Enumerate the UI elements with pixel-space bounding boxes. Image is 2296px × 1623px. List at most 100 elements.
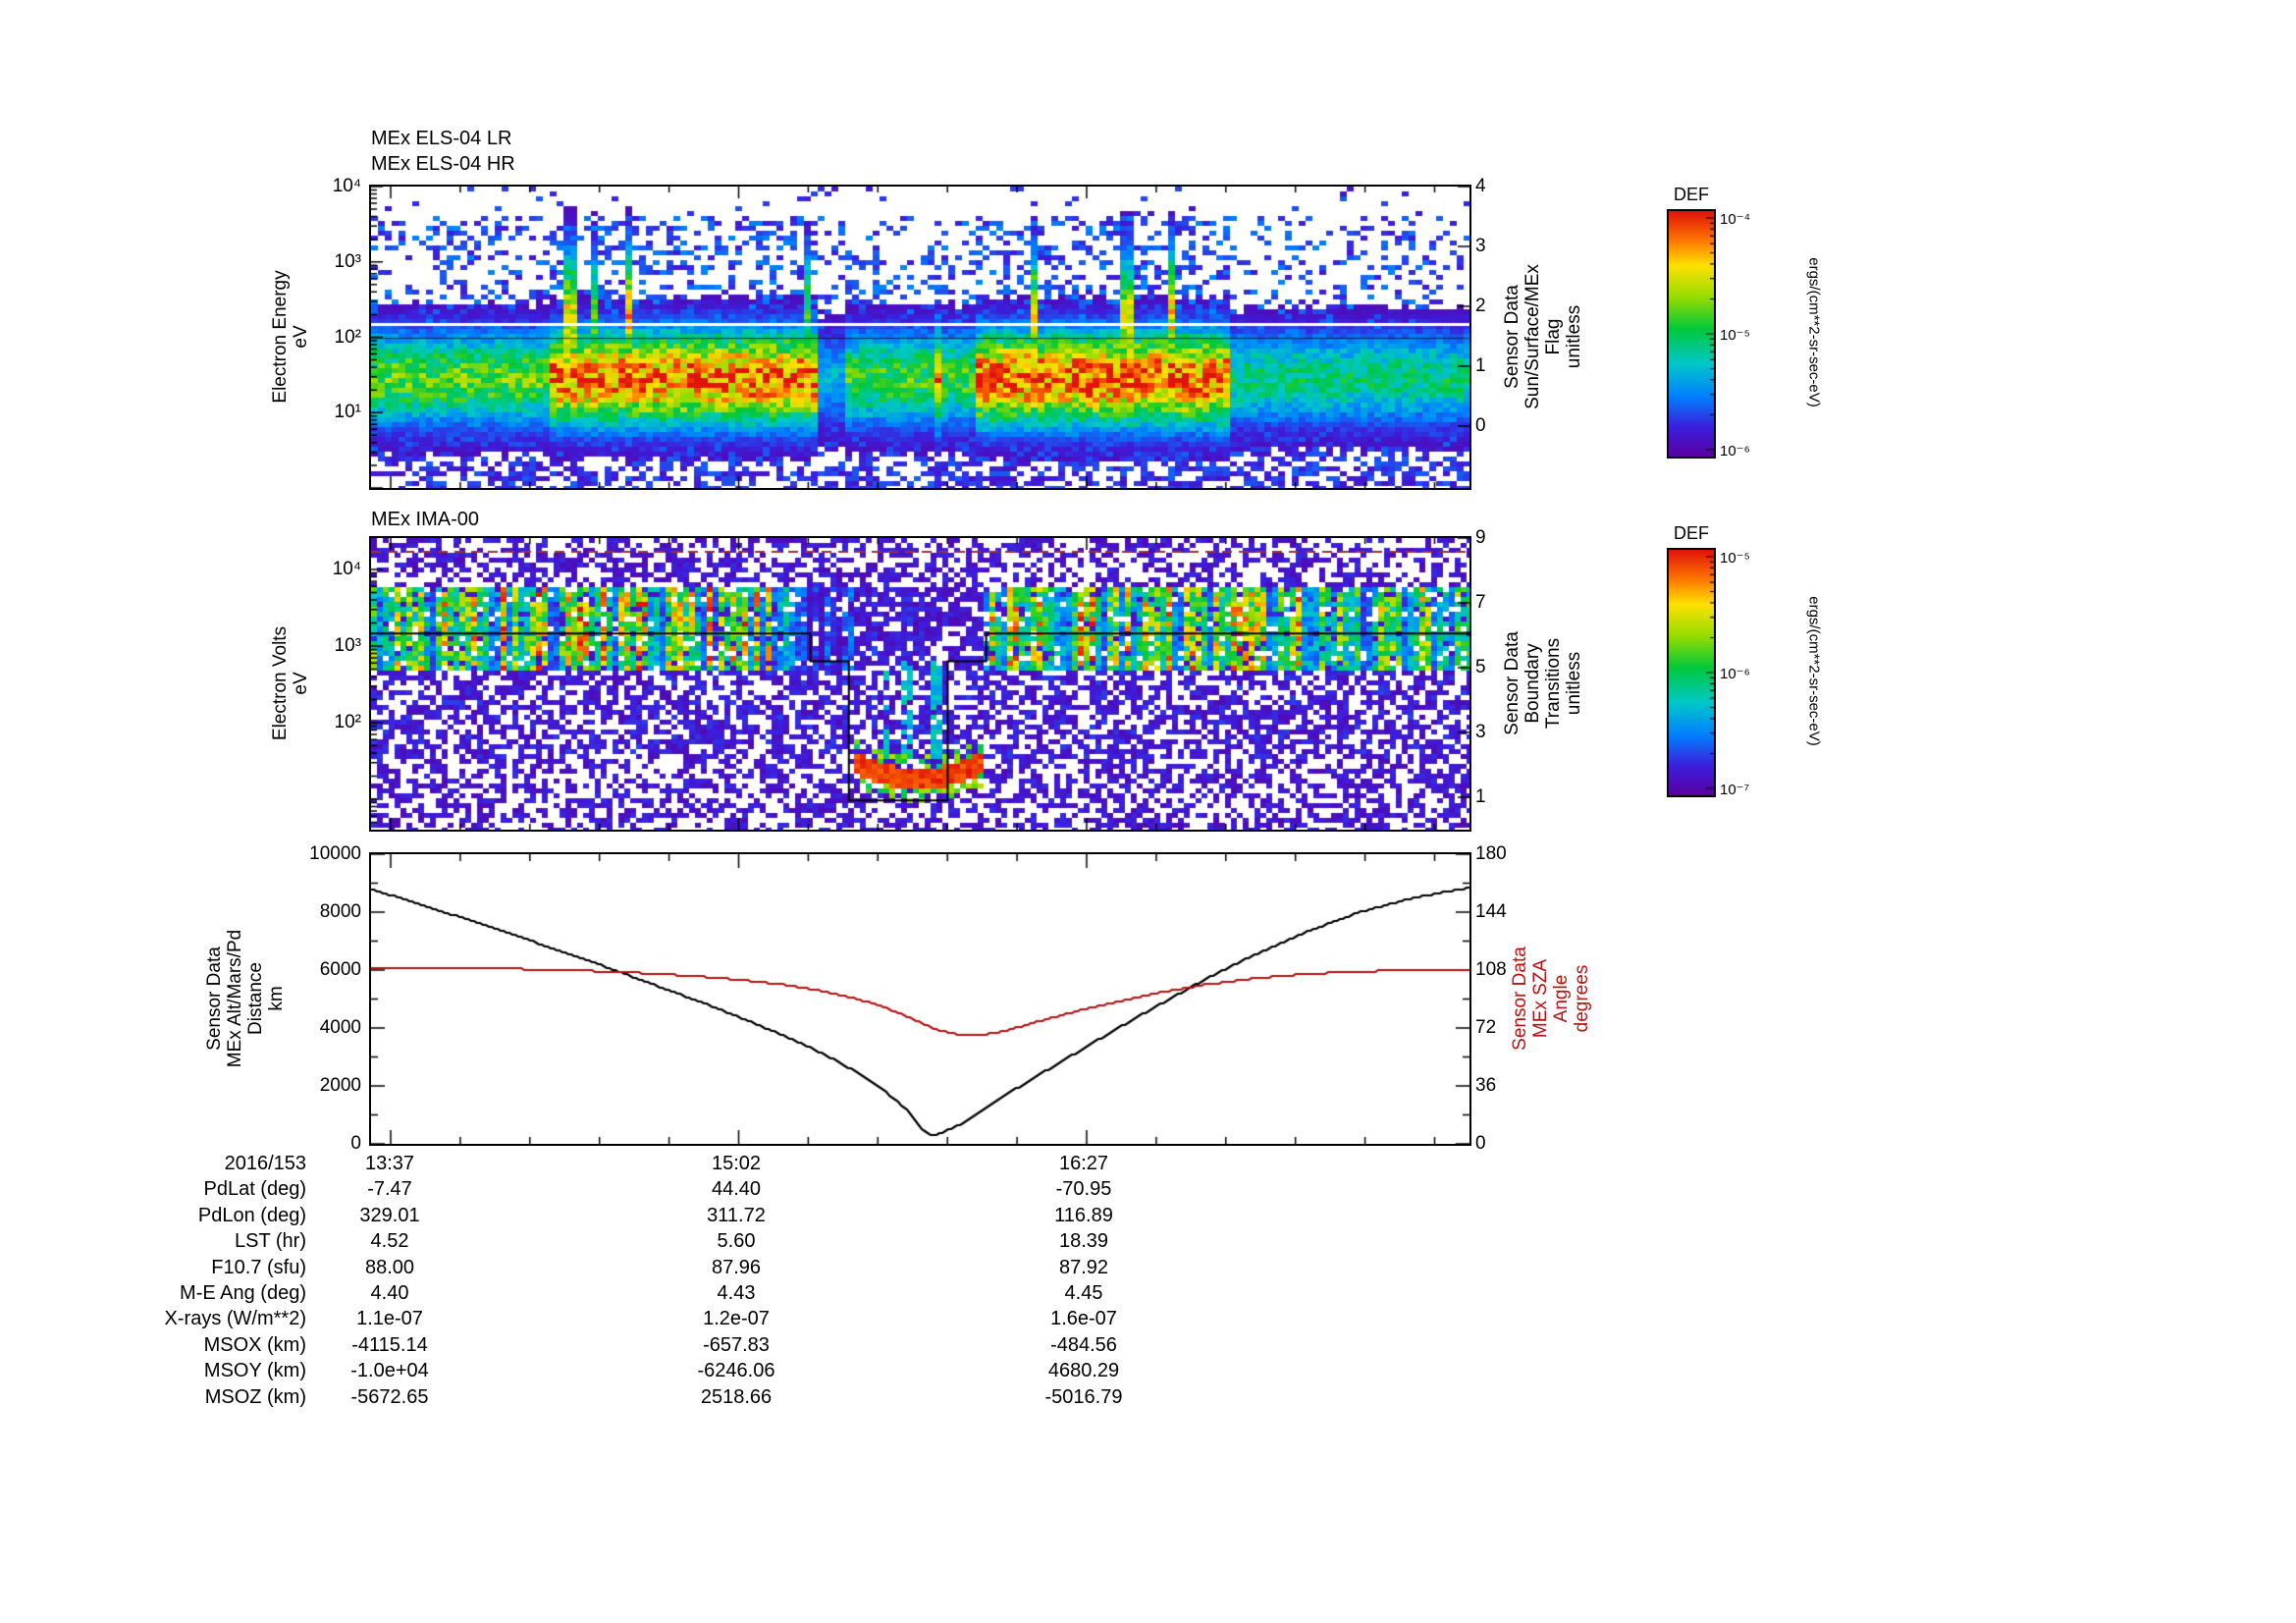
table-cell: 1.1e-07 (356, 1308, 423, 1330)
table-cell: 4.52 (370, 1230, 409, 1253)
orbit-line-canvas (371, 854, 1469, 1144)
table-cell: 2518.66 (700, 1385, 773, 1408)
els-right-tick-label: 3 (1475, 236, 1486, 256)
ima-yaxis-title-line: Electron Volts (270, 625, 291, 741)
table-cell: 4680.29 (1047, 1360, 1120, 1382)
ima-yaxis-title-line: eV (291, 672, 311, 695)
ima-right-tick-label: 7 (1475, 592, 1486, 613)
orbit-right-axis-title-line: Angle (1551, 974, 1572, 1023)
ima-colorbar-tick-label: 10⁻⁶ (1720, 666, 1750, 682)
els-title-lr: MEx ELS-04 LR (371, 128, 512, 149)
table-row-label: MSOX (km) (203, 1333, 306, 1356)
orbit-line-panel (369, 852, 1471, 1146)
ima-right-axis-title-line: Transitions (1543, 637, 1564, 730)
els-yaxis-title-line: Electron Energy (270, 270, 291, 404)
els-spectrogram-panel (369, 185, 1471, 490)
els-colorbar-tick-label: 10⁻⁶ (1720, 443, 1750, 460)
table-cell: 4.43 (717, 1282, 756, 1304)
table-row-label: X-rays (W/m**2) (164, 1308, 306, 1330)
table-row-label: MSOZ (km) (204, 1385, 306, 1408)
ima-ytick-label: 10⁴ (332, 559, 361, 579)
table-cell: 311.72 (707, 1204, 766, 1226)
table-cell: 87.92 (1058, 1256, 1109, 1278)
orbit-right-tick-label: 180 (1475, 843, 1507, 864)
orbit-left-tick-label: 6000 (319, 959, 361, 980)
table-cell: -1.0e+04 (350, 1360, 429, 1382)
els-colorbar-title: DEF (1674, 185, 1709, 204)
table-cell: 15:02 (711, 1153, 762, 1174)
els-right-tick-label: 1 (1475, 355, 1486, 376)
table-row-label: PdLon (deg) (197, 1204, 306, 1226)
ima-colorbar-title: DEF (1674, 523, 1709, 543)
els-title-hr: MEx ELS-04 HR (371, 153, 515, 175)
ima-right-tick-label: 5 (1475, 657, 1486, 677)
table-cell: -4115.14 (351, 1333, 428, 1356)
table-row-label: MSOY (km) (203, 1360, 306, 1382)
table-row-label: LST (hr) (235, 1230, 306, 1253)
orbit-right-tick-label: 144 (1475, 901, 1507, 922)
table-row-label: M-E Ang (deg) (180, 1282, 306, 1304)
ima-right-tick-label: 1 (1475, 786, 1486, 807)
els-right-tick-label: 0 (1475, 415, 1486, 436)
els-ytick-label: 10⁴ (332, 176, 361, 196)
els-right-axis-title: Sensor Data Sun/Surface/MEx Flag unitless (1502, 160, 1584, 514)
orbit-left-axis-title-line: Distance (245, 962, 266, 1035)
orbit-right-axis-title-line: MEx SZA (1530, 958, 1551, 1039)
els-colorbar-tick-label: 10⁻⁴ (1720, 211, 1751, 228)
els-right-tick-label: 4 (1475, 176, 1486, 196)
table-cell: 87.96 (711, 1256, 762, 1278)
orbit-left-axis-title-line: MEx Alt/Mars/Pd (225, 929, 245, 1068)
els-right-tick-label: 2 (1475, 296, 1486, 316)
ima-yaxis-title: Electron Volts eV (270, 507, 311, 860)
orbit-left-axis-title-line: km (266, 986, 287, 1011)
table-cell: 1.2e-07 (703, 1308, 770, 1330)
table-row-label: PdLat (deg) (203, 1178, 306, 1201)
els-right-axis-title-line: Sun/Surface/MEx (1522, 264, 1543, 409)
table-cell: 16:27 (1058, 1153, 1109, 1174)
orbit-left-tick-label: 0 (350, 1133, 361, 1154)
table-cell: 116.89 (1054, 1204, 1113, 1226)
table-cell: 5.60 (717, 1230, 756, 1253)
ima-colorbar-canvas (1669, 550, 1714, 795)
orbit-right-tick-label: 0 (1475, 1133, 1486, 1154)
table-cell: 44.40 (711, 1178, 762, 1201)
ima-right-tick-label: 9 (1475, 527, 1486, 548)
ima-colorbar-tick-label: 10⁻⁷ (1720, 782, 1750, 798)
els-ytick-label: 10¹ (334, 402, 361, 423)
table-cell: -5016.79 (1044, 1385, 1123, 1408)
ima-colorbar (1667, 548, 1716, 797)
orbit-left-axis-title-line: Sensor Data (204, 947, 225, 1051)
els-colorbar-canvas (1669, 211, 1714, 457)
els-colorbar (1667, 209, 1716, 459)
table-cell: -657.83 (703, 1333, 770, 1356)
ima-right-axis-title-line: Sensor Data (1502, 631, 1522, 735)
els-spectrogram-canvas (371, 187, 1469, 488)
table-cell: 13:37 (364, 1153, 415, 1174)
orbit-right-tick-label: 72 (1475, 1017, 1497, 1038)
orbit-left-axis-title: Sensor Data MEx Alt/Mars/Pd Distance km (204, 822, 287, 1175)
els-colorbar-units: ergs/(cm**2-sr-sec-eV) (1805, 257, 1823, 407)
orbit-left-tick-label: 8000 (319, 901, 361, 922)
table-cell: 18.39 (1058, 1230, 1109, 1253)
orbit-left-tick-label: 10000 (309, 843, 361, 864)
table-cell: 88.00 (364, 1256, 415, 1278)
orbit-left-tick-label: 2000 (319, 1075, 361, 1096)
els-colorbar-tick-label: 10⁻⁵ (1720, 327, 1750, 344)
ima-ytick-label: 10³ (334, 635, 361, 656)
ima-spectrogram-panel (369, 536, 1471, 832)
els-yaxis-title: Electron Energy eV (270, 160, 311, 514)
ima-colorbar-units: ergs/(cm**2-sr-sec-eV) (1805, 596, 1823, 746)
ima-ytick-label: 10² (334, 712, 361, 732)
orbit-right-axis-title-line: Sensor Data (1510, 947, 1530, 1051)
els-right-axis-title-line: unitless (1564, 304, 1584, 369)
table-cell: 329.01 (359, 1204, 420, 1226)
orbit-right-tick-label: 108 (1475, 959, 1507, 980)
orbit-right-axis-title: Sensor Data MEx SZA Angle degrees (1510, 822, 1592, 1175)
orbit-left-tick-label: 4000 (319, 1017, 361, 1038)
table-cell: 4.45 (1064, 1282, 1103, 1304)
table-cell: -70.95 (1055, 1178, 1112, 1201)
orbit-right-axis-title-line: degrees (1572, 964, 1592, 1033)
ima-right-axis-title-line: Boundary (1522, 643, 1543, 724)
table-row-label: F10.7 (sfu) (211, 1256, 306, 1278)
